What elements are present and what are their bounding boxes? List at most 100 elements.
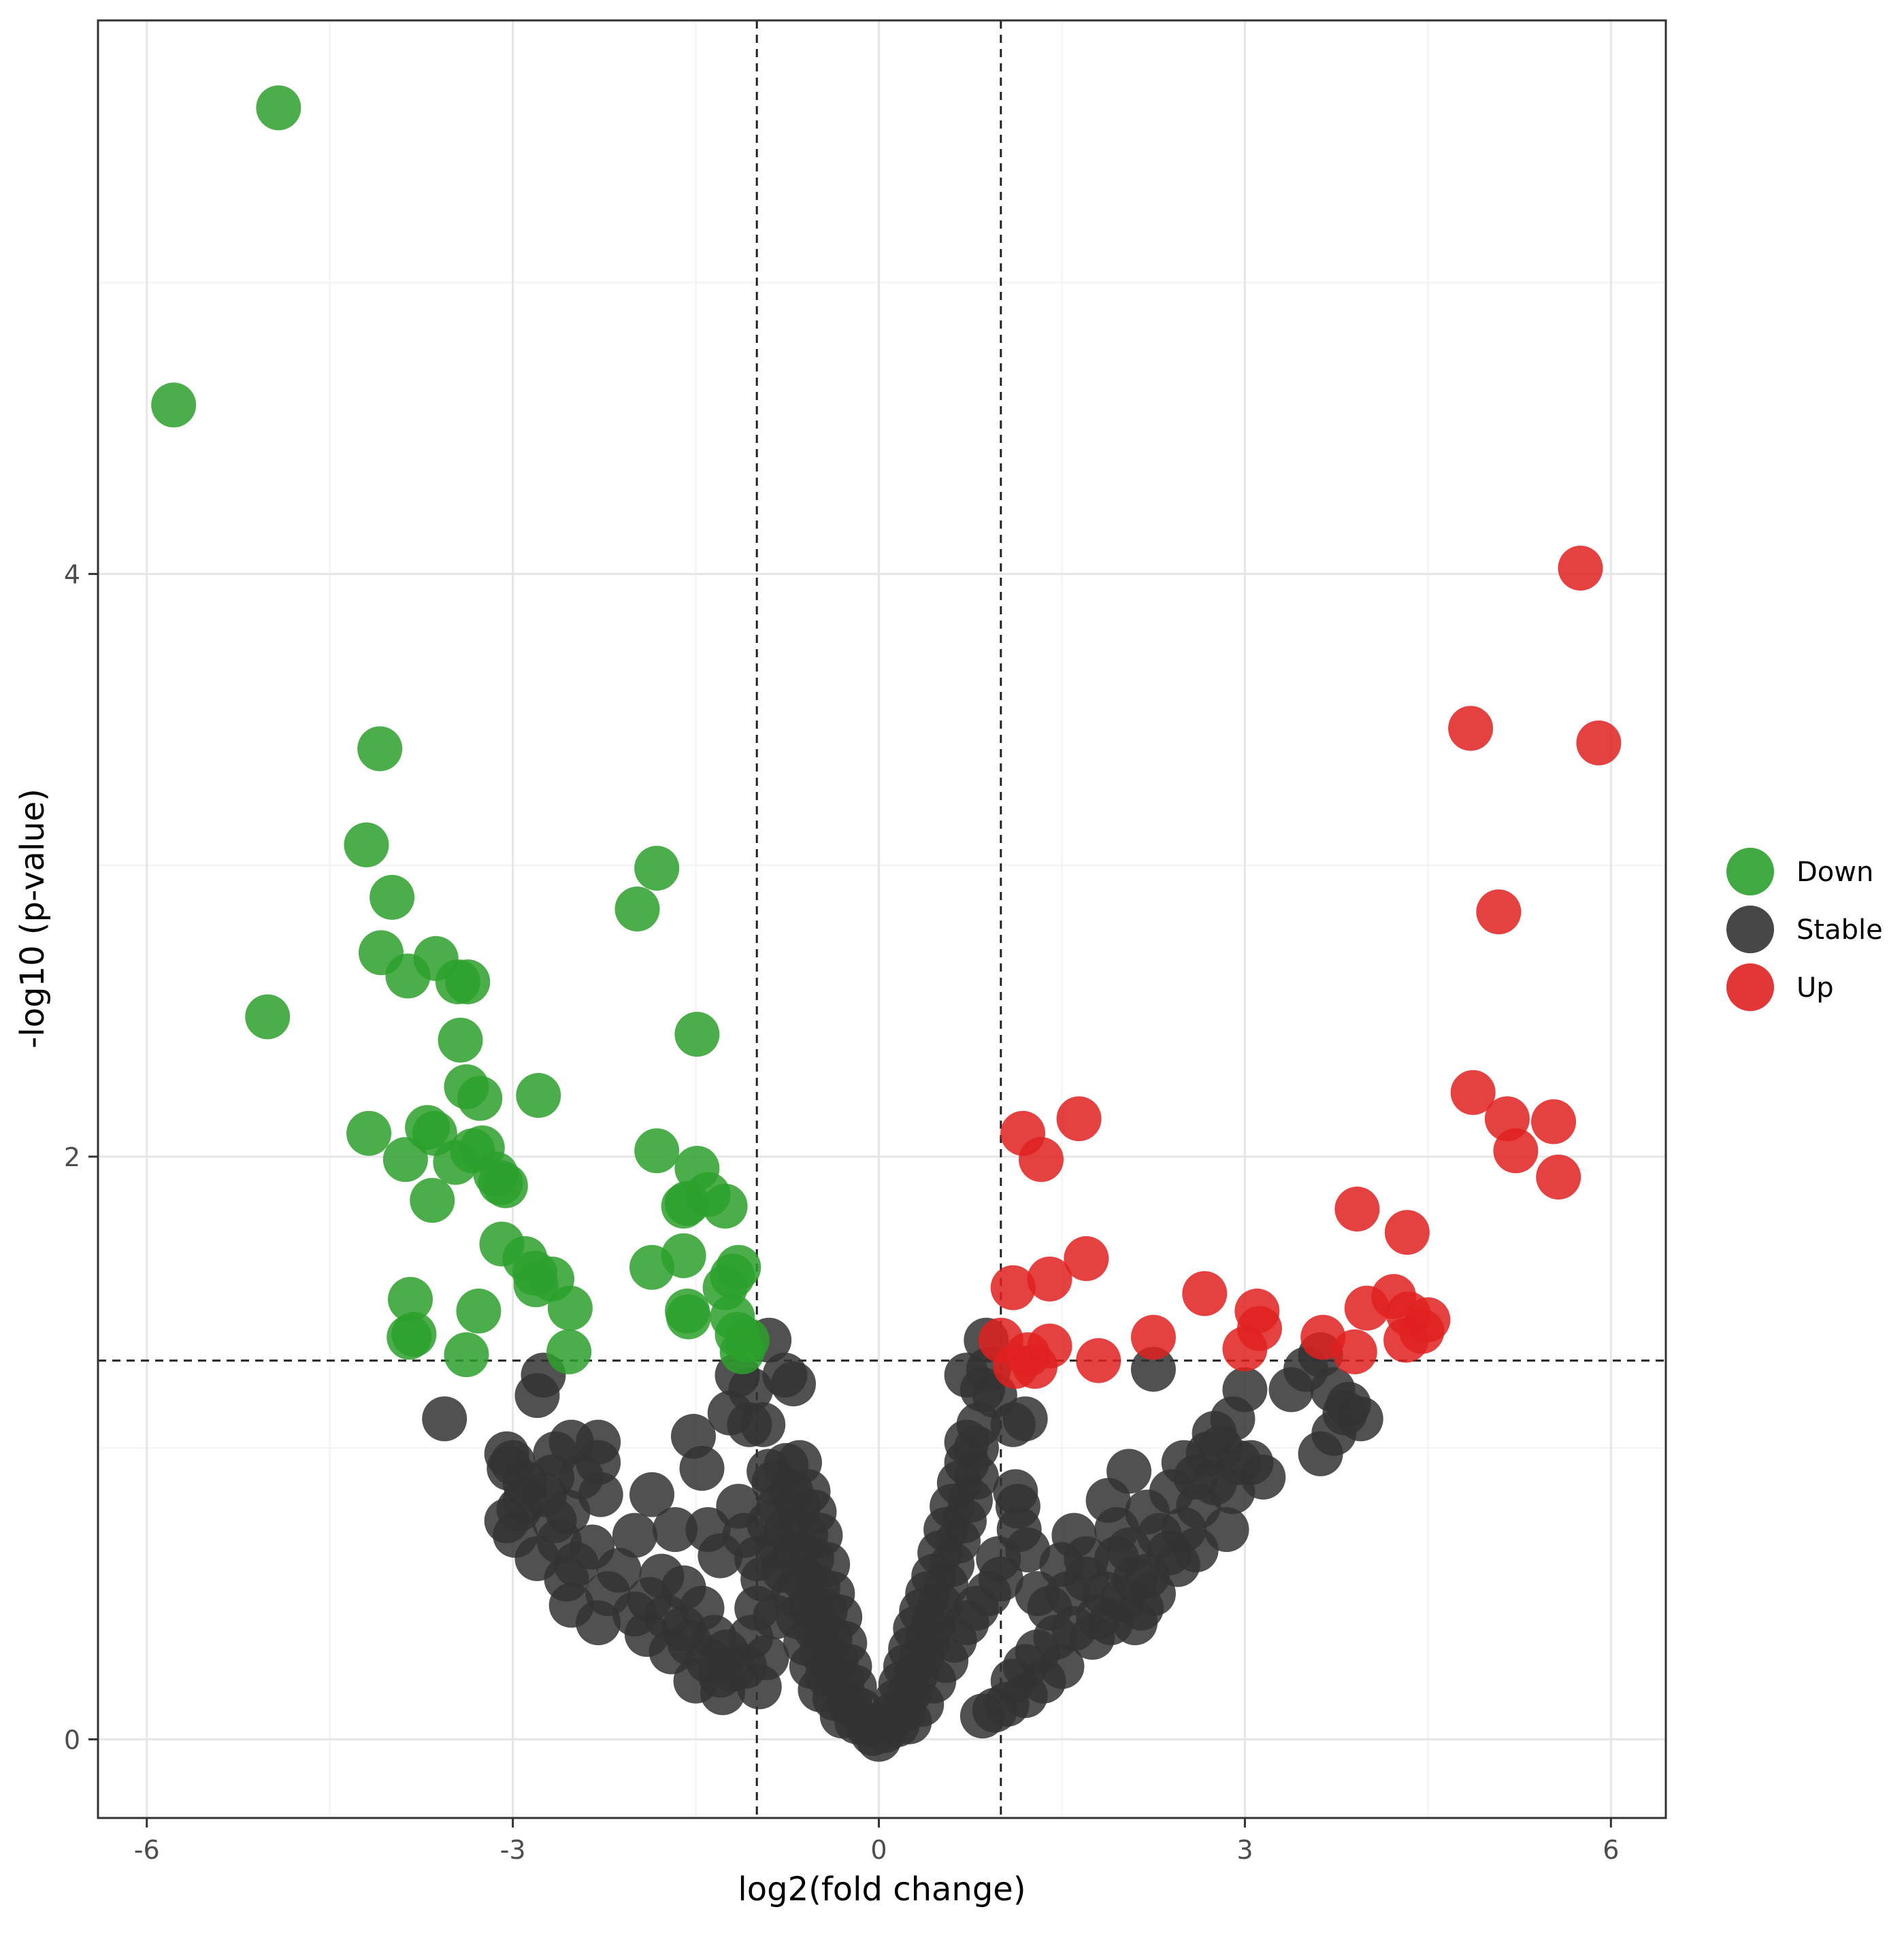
point-up: [1334, 1187, 1380, 1232]
point-stable: [959, 1693, 1005, 1739]
point-stable: [753, 1594, 798, 1640]
point-stable: [653, 1507, 698, 1553]
x-tick-label: -3: [500, 1835, 526, 1865]
point-down: [438, 1017, 483, 1063]
point-down: [151, 382, 197, 428]
point-down: [410, 1178, 455, 1223]
point-up: [1130, 1314, 1176, 1360]
point-down: [444, 1332, 489, 1378]
point-down: [245, 994, 291, 1040]
point-down: [344, 822, 389, 867]
down-points: [151, 85, 770, 1378]
point-down: [382, 1137, 428, 1182]
point-stable: [707, 1390, 753, 1436]
point-down: [256, 85, 301, 131]
y-tick-label: 0: [64, 1725, 80, 1755]
point-stable: [716, 1483, 761, 1529]
x-tick-label: 3: [1236, 1835, 1253, 1865]
point-up: [1064, 1236, 1109, 1281]
point-down: [346, 1110, 392, 1156]
point-down: [357, 726, 403, 772]
point-stable: [771, 1361, 817, 1406]
point-down: [391, 1312, 437, 1357]
point-down: [666, 1294, 711, 1340]
point-down: [478, 1160, 523, 1206]
y-tick-label: 4: [64, 560, 80, 590]
legend-key-stable: [1726, 906, 1774, 953]
x-tick-label: 6: [1603, 1835, 1619, 1865]
point-stable: [1070, 1615, 1115, 1660]
point-up: [1576, 720, 1622, 765]
point-up: [1558, 546, 1603, 591]
point-down: [370, 874, 415, 920]
x-tick-label: -6: [134, 1835, 160, 1865]
point-up: [1222, 1326, 1268, 1372]
point-up: [1182, 1271, 1228, 1317]
point-down: [516, 1073, 561, 1119]
point-stable: [1222, 1367, 1268, 1412]
point-stable: [422, 1396, 467, 1442]
point-up: [1056, 1096, 1102, 1142]
point-up: [1018, 1137, 1064, 1182]
point-stable: [1113, 1600, 1158, 1646]
point-down: [634, 1128, 680, 1174]
point-stable: [1064, 1536, 1109, 1581]
y-tick-label: 2: [64, 1142, 80, 1172]
point-up: [1476, 889, 1522, 935]
point-stable: [578, 1472, 623, 1517]
point-stable: [629, 1472, 675, 1517]
point-stable: [1241, 1455, 1286, 1500]
point-up: [1384, 1210, 1430, 1255]
x-axis: -6 -3 0 3 6: [134, 1818, 1619, 1865]
point-down: [456, 1288, 502, 1334]
point-stable: [990, 1402, 1036, 1447]
point-up: [1448, 706, 1494, 751]
legend-key-down: [1726, 848, 1774, 895]
legend-key-up: [1726, 963, 1774, 1011]
point-stable: [679, 1446, 725, 1491]
legend-label-up: Up: [1796, 972, 1834, 1004]
y-axis-title: -log10 (p-value): [14, 789, 52, 1048]
point-down: [614, 887, 660, 932]
point-down: [547, 1285, 593, 1331]
point-stable: [514, 1373, 560, 1419]
point-up: [1076, 1338, 1121, 1383]
legend-label-stable: Stable: [1796, 914, 1883, 946]
point-up: [1493, 1128, 1539, 1174]
x-axis-title: log2(fold change): [738, 1870, 1025, 1908]
point-down: [546, 1329, 592, 1374]
point-up: [1531, 1099, 1577, 1144]
point-down: [634, 846, 680, 891]
point-stable: [1322, 1390, 1368, 1436]
point-stable: [862, 1708, 908, 1753]
point-stable: [1298, 1431, 1343, 1476]
point-up: [1332, 1329, 1377, 1374]
point-down: [702, 1183, 748, 1229]
point-down: [388, 1276, 433, 1322]
point-up: [1383, 1317, 1429, 1363]
point-down: [457, 1076, 503, 1121]
stable-points: [422, 1317, 1383, 1762]
point-up: [1027, 1256, 1072, 1302]
point-stable: [1192, 1410, 1237, 1456]
legend: Down Stable Up: [1726, 848, 1883, 1011]
legend-label-down: Down: [1796, 857, 1873, 888]
point-up: [1013, 1344, 1058, 1389]
panel-border: [97, 19, 1667, 1819]
point-stable: [1130, 1346, 1176, 1392]
point-stable: [612, 1512, 657, 1558]
point-up: [990, 1265, 1036, 1310]
point-up: [1450, 1070, 1496, 1115]
point-stable: [576, 1600, 621, 1646]
point-up: [1536, 1154, 1581, 1200]
y-axis: 0 2 4: [64, 560, 98, 1755]
point-stable: [1094, 1507, 1140, 1553]
point-stable: [1045, 1571, 1091, 1617]
point-up: [1344, 1285, 1390, 1331]
point-down: [665, 1180, 710, 1226]
point-down: [445, 959, 491, 1005]
x-tick-label: 0: [870, 1835, 887, 1865]
up-points: [978, 546, 1622, 1389]
point-down: [661, 1233, 706, 1278]
